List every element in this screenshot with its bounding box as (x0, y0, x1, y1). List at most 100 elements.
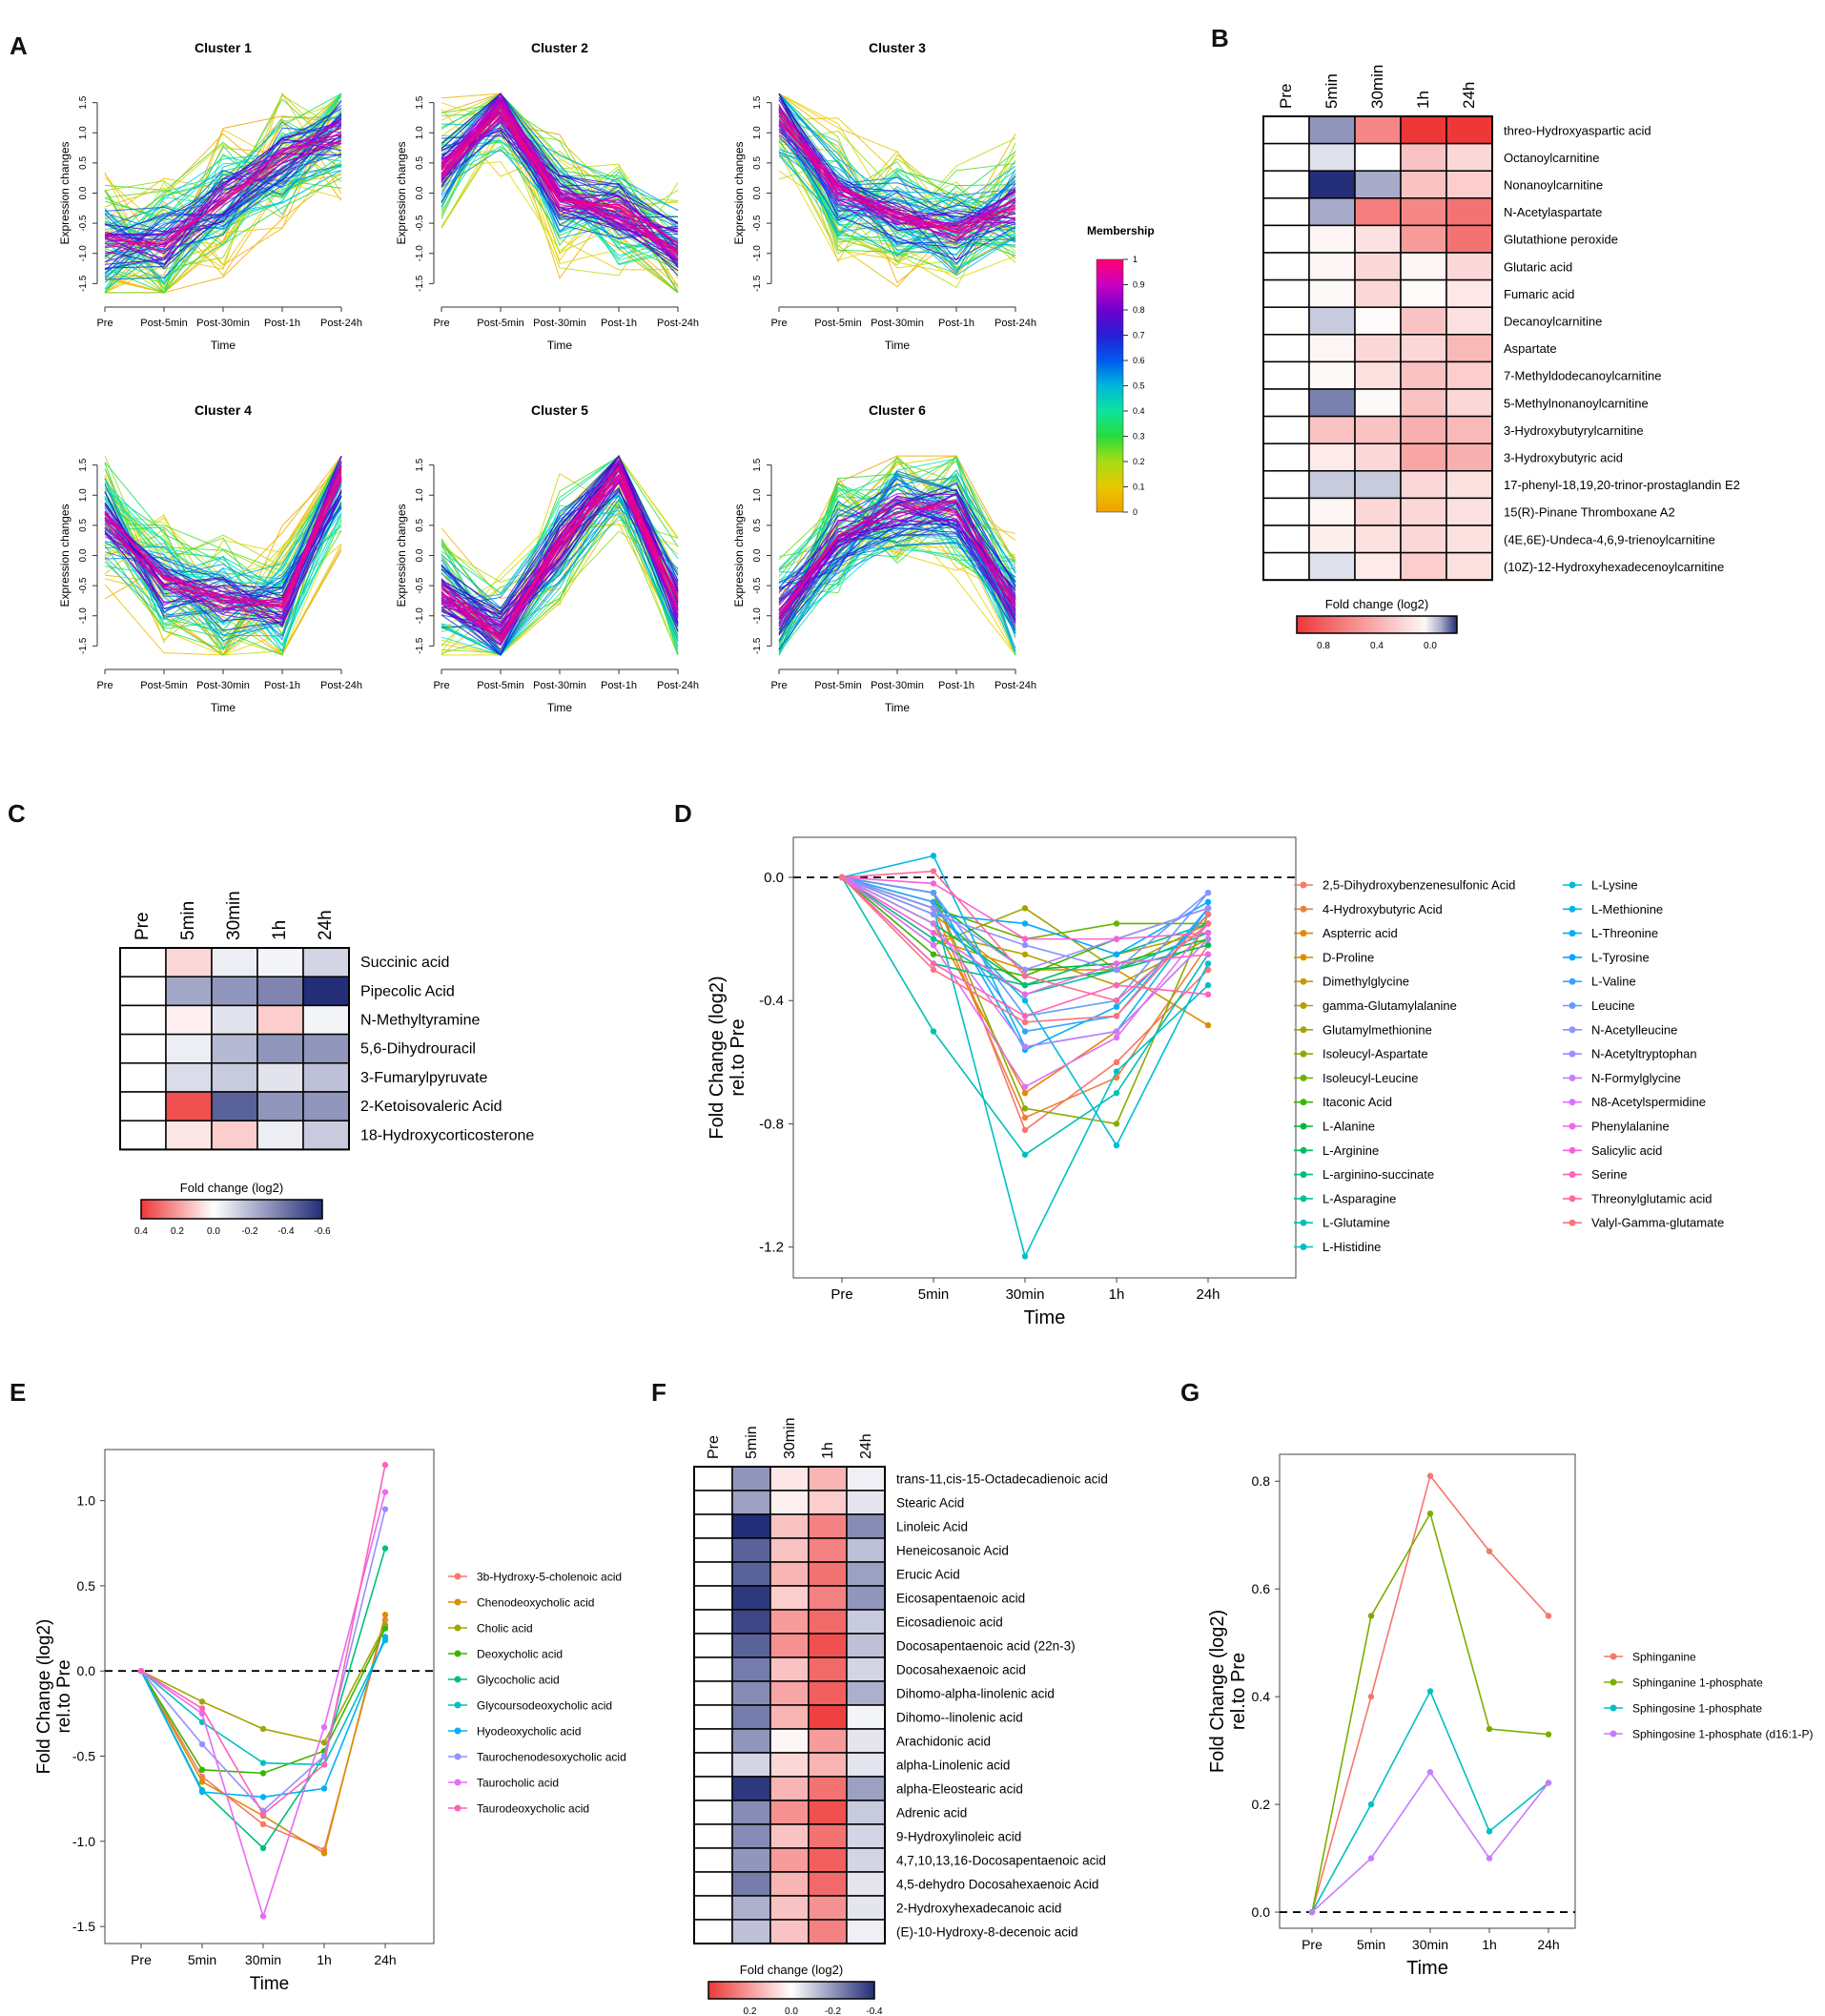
panel-letter-g: G (1180, 1378, 1200, 1407)
heatmap-cell (1308, 224, 1356, 254)
heatmap-row-label: Decanoylcarnitine (1504, 315, 1602, 329)
heatmap-row-label: Fumaric acid (1504, 287, 1574, 301)
data-point (1021, 1151, 1029, 1158)
colorbar (140, 1199, 323, 1220)
legend-swatch-dot (1569, 930, 1576, 937)
heatmap-cell (808, 1537, 848, 1563)
heatmap-cell (846, 1704, 886, 1730)
y-tick-label: -0.8 (759, 1116, 784, 1132)
data-point (1367, 1613, 1375, 1619)
legend-item: 2,5-Dihydroxybenzenesulfonic Acid (1294, 878, 1515, 893)
series (137, 1634, 389, 1800)
heatmap-cell (1446, 115, 1493, 145)
legend-item: L-Alanine (1294, 1120, 1375, 1134)
profile-line (441, 114, 679, 250)
heatmap-cell (1262, 197, 1310, 227)
heatmap-row-label: N-Methyltyramine (360, 1013, 480, 1029)
data-point (320, 1761, 328, 1768)
heatmap-cell (846, 1800, 886, 1825)
data-point (1021, 981, 1029, 989)
profile-line (104, 166, 342, 246)
data-point (930, 1028, 937, 1035)
heatmap-cell (846, 1895, 886, 1921)
legend-item: Valyl-Gamma-glutamate (1563, 1216, 1724, 1230)
legend: 3b-Hydroxy-5-cholenoic acid Chenodeoxycho… (448, 1571, 626, 1816)
heatmap-cell (846, 1847, 886, 1873)
profile-line (104, 465, 342, 607)
heatmap-cell (1262, 388, 1310, 418)
heatmap-row-label: Adrenic acid (896, 1806, 967, 1821)
heatmap-column-label: Pre (133, 912, 153, 940)
profile-line (104, 520, 342, 647)
heatmap-cell (1354, 252, 1402, 281)
heatmap-cell (211, 1091, 258, 1121)
heatmap-cell (731, 1537, 771, 1563)
data-point (381, 1461, 389, 1469)
data-point (1113, 966, 1120, 974)
y-tick-label: 0.0 (78, 548, 89, 562)
heatmap-cell (1400, 142, 1447, 172)
data-point (1021, 991, 1029, 998)
heatmap-row-label: Aspartate (1504, 341, 1557, 356)
data-point (1486, 1725, 1493, 1733)
legend-tick-label: 0.1 (1133, 483, 1145, 492)
legend-swatch-dot (1610, 1678, 1617, 1686)
legend-colorbar (1096, 258, 1124, 513)
data-point (1113, 998, 1120, 1004)
data-point (1113, 1034, 1120, 1041)
data-point (1426, 1472, 1434, 1479)
data-point (259, 1770, 267, 1777)
legend-label: L-Alanine (1323, 1120, 1375, 1134)
heatmap-cell (846, 1466, 886, 1491)
data-point (1021, 1018, 1029, 1026)
x-axis-label: Time (250, 1974, 290, 1994)
heatmap-cell (1308, 115, 1356, 145)
profile-line (104, 94, 342, 294)
data-point (930, 868, 937, 874)
x-tick-label: Post-30min (196, 680, 250, 691)
membership-legend: Membership 0 0.1 0.2 0.3 0.4 0.5 0.6 0.7 0.8 0.9 1 (1087, 224, 1155, 517)
x-tick-label: Pre (770, 680, 787, 691)
heatmap-cell (1354, 197, 1402, 227)
y-tick-label: -0.5 (752, 215, 763, 232)
heatmap-cell (1446, 170, 1493, 199)
profile-line (778, 93, 1016, 275)
data-point (1367, 1693, 1375, 1700)
heatmap-cell (731, 1609, 771, 1635)
x-tick-label: 30min (245, 1952, 281, 1967)
data-point (198, 1779, 206, 1785)
legend-label: Threonylglutamic acid (1591, 1191, 1712, 1205)
y-tick-label: -1.5 (78, 637, 89, 654)
heatmap-row-label: Eicosadienoic acid (896, 1615, 1003, 1630)
heatmap-cell (1262, 252, 1310, 281)
heatmap-cell (1400, 252, 1447, 281)
heatmap-cell (1354, 442, 1402, 472)
data-point (1021, 1253, 1029, 1260)
heatmap-cell (1262, 278, 1310, 308)
legend-item: Leucine (1563, 998, 1635, 1013)
heatmap-cell (1354, 224, 1402, 254)
heatmap-row-label: 7-Methyldodecanoylcarnitine (1504, 369, 1661, 383)
y-axis-label-line-2: rel.to Pre (54, 1659, 74, 1733)
profile-line (441, 466, 679, 642)
legend-label: Phenylalanine (1591, 1120, 1670, 1134)
heatmap-row-label: Arachidonic acid (896, 1735, 991, 1749)
data-point (1545, 1613, 1552, 1619)
profile-line (778, 500, 1016, 604)
y-tick-label: -1.0 (752, 607, 763, 625)
data-point (1204, 911, 1212, 917)
data-point (1426, 1688, 1434, 1695)
data-point (1426, 1769, 1434, 1776)
x-tick-label: 1h (1482, 1937, 1497, 1952)
data-point (320, 1850, 328, 1857)
x-tick-label: Pre (1302, 1937, 1323, 1952)
legend-swatch-dot (454, 1598, 461, 1606)
legend-label: D-Proline (1323, 950, 1374, 964)
legend-swatch-dot (1569, 1099, 1576, 1106)
heatmap-row-label: Linoleic Acid (896, 1520, 968, 1534)
heatmap-cell (1262, 470, 1310, 500)
legend-item: Phenylalanine (1563, 1120, 1670, 1134)
heatmap-cell (1446, 306, 1493, 336)
panel-letter-d: D (674, 799, 692, 828)
heatmap-cell (1446, 334, 1493, 363)
